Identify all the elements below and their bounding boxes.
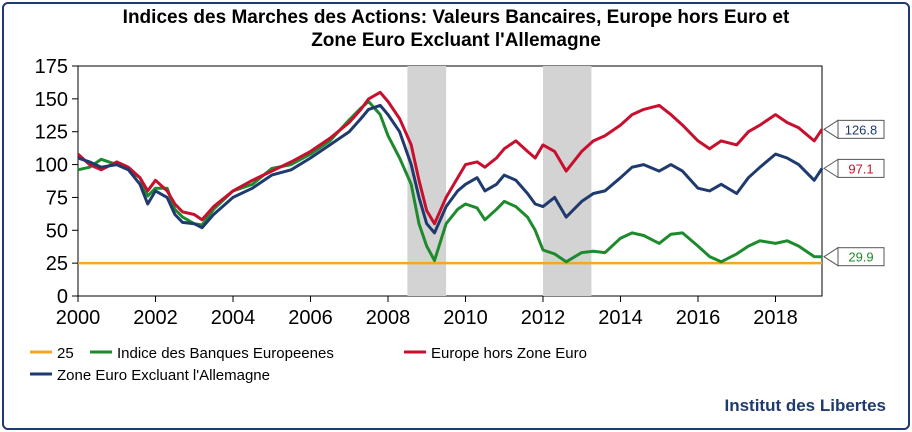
x-tick-label-7: 2014 bbox=[598, 307, 643, 329]
legend-item-europe-ex-euro-label: Europe hors Zone Euro bbox=[431, 345, 587, 362]
end-label-banks-pointer bbox=[823, 246, 839, 267]
legend-item-banks-label: Indice des Banques Europeenes bbox=[117, 345, 334, 362]
end-label-banks-box bbox=[837, 247, 885, 267]
end-label-euro-ex-germany-box bbox=[837, 119, 885, 139]
y-tick-label-5: 125 bbox=[35, 122, 68, 144]
y-tick-label-7: 175 bbox=[35, 56, 68, 78]
end-label-banks: 29.9 bbox=[848, 250, 873, 265]
series-line-europe-ex-euro bbox=[76, 90, 824, 226]
end-label-euro-ex-germany: 126.8 bbox=[845, 122, 878, 137]
x-tick-label-0: 2000 bbox=[56, 307, 101, 329]
series-line-euro-ex-germany bbox=[77, 103, 824, 235]
x-tick-label-8: 2016 bbox=[676, 307, 721, 329]
shaded-period-0 bbox=[407, 66, 447, 296]
end-label-europe-ex-euro-pointer bbox=[823, 158, 839, 179]
legend-item-euro-ex-germany-label: Zone Euro Excluant l'Allemagne bbox=[57, 367, 270, 384]
end-label-europe-ex-euro: 97.1 bbox=[848, 161, 873, 176]
y-tick-label-4: 100 bbox=[35, 155, 68, 177]
y-tick-label-2: 50 bbox=[46, 220, 68, 242]
x-tick-label-1: 2002 bbox=[133, 307, 178, 329]
x-tick-label-6: 2012 bbox=[521, 307, 566, 329]
y-tick-label-1: 25 bbox=[46, 253, 68, 275]
end-label-europe-ex-euro-box bbox=[837, 158, 885, 178]
chart-title-line-2: Zone Euro Excluant l'Allemagne bbox=[311, 30, 601, 51]
y-tick-label-3: 75 bbox=[46, 187, 68, 209]
plot-area bbox=[77, 65, 823, 297]
x-tick-label-3: 2006 bbox=[288, 307, 333, 329]
series-line-banks bbox=[77, 100, 823, 264]
x-tick-label-4: 2008 bbox=[366, 307, 411, 329]
legend-item-25-label: 25 bbox=[57, 345, 74, 362]
x-tick-label-5: 2010 bbox=[443, 307, 488, 329]
x-tick-label-9: 2018 bbox=[753, 307, 798, 329]
shaded-period-1 bbox=[543, 66, 592, 296]
x-tick-label-2: 2004 bbox=[211, 307, 256, 329]
credit-label: Institut des Libertes bbox=[724, 396, 886, 415]
end-label-euro-ex-germany-pointer bbox=[823, 119, 839, 140]
y-tick-label-6: 150 bbox=[35, 89, 68, 111]
chart-title: Indices des Marches des Actions: Valeurs… bbox=[0, 6, 912, 52]
chart-title-line-1: Indices des Marches des Actions: Valeurs… bbox=[122, 7, 790, 28]
y-tick-label-0: 0 bbox=[57, 286, 68, 308]
